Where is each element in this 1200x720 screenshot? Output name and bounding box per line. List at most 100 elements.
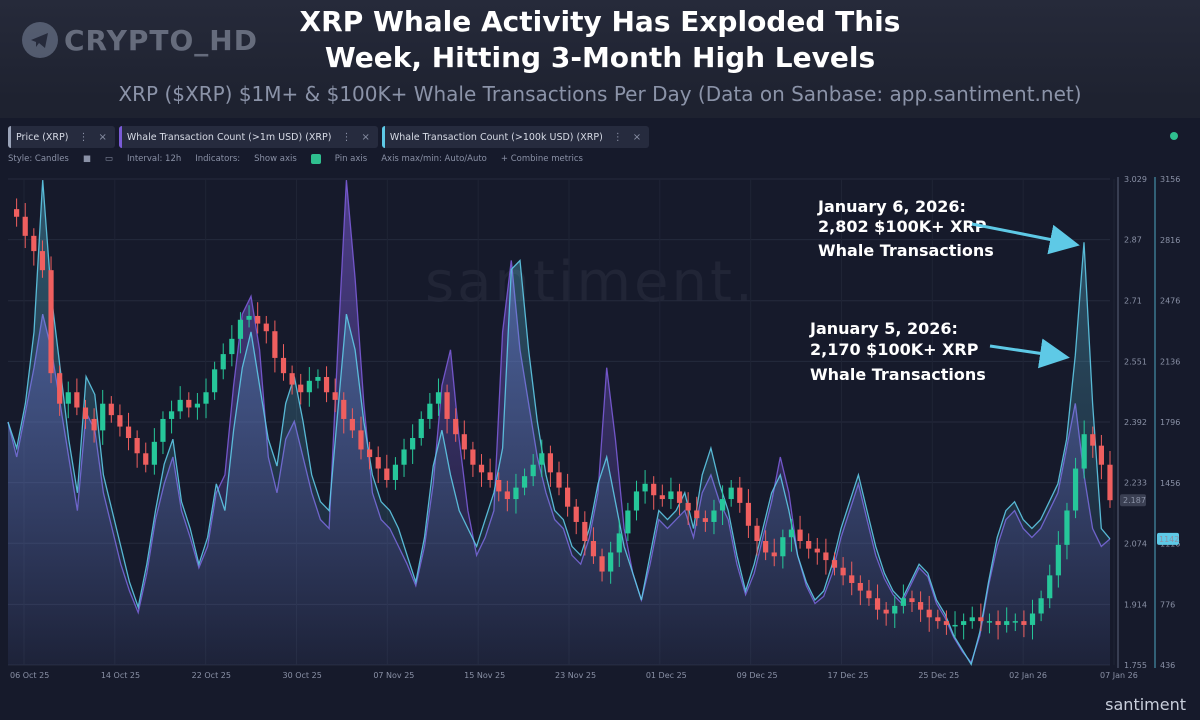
candle-body — [694, 510, 700, 519]
series-price-candles — [14, 198, 1113, 640]
candle-body — [255, 315, 261, 324]
more-icon[interactable]: ⋮ — [612, 131, 623, 143]
candle-body — [306, 380, 312, 393]
candle-body — [341, 399, 347, 419]
candle-body — [590, 541, 597, 557]
candle-body — [246, 315, 252, 320]
santiment-brand: santiment — [1105, 695, 1186, 714]
candle-body — [82, 407, 89, 419]
show-axis-checkbox[interactable] — [310, 154, 321, 164]
tab-price[interactable]: Price (XRP) ⋮ × — [8, 126, 115, 148]
candle-body — [969, 617, 975, 622]
tab-whale-1m[interactable]: Whale Transaction Count (>1m USD) (XRP) … — [118, 126, 378, 148]
candle-body — [435, 392, 442, 404]
candle-body — [573, 506, 579, 522]
more-icon[interactable]: ⋮ — [78, 131, 89, 143]
candle-body — [91, 418, 97, 431]
series-whale-100k — [7, 180, 1111, 666]
x-tick-label: 07 Jan 26 — [1100, 671, 1138, 680]
candle-body — [168, 411, 175, 419]
candle-body — [100, 403, 106, 431]
x-tick-label: 23 Nov 25 — [555, 671, 596, 680]
annotation-jan6-line1: January 6, 2026: — [817, 197, 966, 216]
candle-body — [194, 403, 201, 408]
color-square-icon[interactable]: ■ — [82, 154, 91, 164]
candle-body — [565, 487, 571, 507]
count-tick-label: 2136 — [1160, 357, 1180, 366]
x-tick-label: 30 Oct 25 — [283, 671, 322, 680]
close-icon[interactable]: × — [98, 131, 107, 143]
candle-body — [427, 403, 433, 419]
candle-body — [453, 418, 459, 435]
candle-body — [1055, 544, 1061, 576]
candle-body — [926, 609, 932, 618]
tab-whale-1m-label: Whale Transaction Count (>1m USD) (XRP) — [126, 131, 332, 143]
candle-body — [788, 529, 795, 538]
annotation-jan6-arrow — [971, 222, 1080, 255]
candle-body — [125, 426, 132, 439]
candle-body — [917, 602, 924, 610]
indicators-selector[interactable]: Indicators: — [195, 154, 241, 164]
candle-body — [418, 418, 424, 439]
close-icon[interactable]: × — [632, 131, 642, 143]
count-tick-label: 1796 — [1160, 418, 1180, 427]
price-tick-label: 2.233 — [1124, 479, 1147, 488]
x-tick-label: 01 Dec 25 — [646, 671, 687, 680]
combine-metrics-button[interactable]: + Combine metrics — [500, 154, 583, 164]
axis-maxmin-selector[interactable]: Axis max/min: Auto/Auto — [381, 154, 487, 164]
more-icon[interactable]: ⋮ — [341, 131, 352, 143]
interval-selector[interactable]: Interval: 12h — [126, 154, 182, 164]
candle-body — [134, 438, 140, 454]
page-subtitle: XRP ($XRP) $1M+ & $100K+ Whale Transacti… — [118, 82, 1082, 106]
candle-body — [711, 510, 717, 522]
candle-body — [823, 552, 829, 561]
candle-body — [685, 502, 691, 511]
candle-body — [866, 590, 872, 599]
annotation-jan6-line3: Whale Transactions — [818, 241, 994, 260]
x-tick-label: 25 Dec 25 — [918, 671, 959, 680]
candle-body — [513, 487, 519, 500]
annotation-jan6: January 6, 2026: 2,802 $100K+ XRP Whale … — [817, 197, 1080, 260]
candle-body — [547, 453, 553, 473]
candle-body — [504, 491, 510, 500]
candle-body — [900, 598, 906, 606]
candle-body — [65, 392, 71, 404]
candle-body — [151, 441, 157, 465]
x-tick-label: 06 Oct 25 — [10, 671, 49, 680]
x-tick-label: 17 Dec 25 — [828, 671, 869, 680]
candle-body — [831, 560, 838, 568]
count-tick-label: 776 — [1160, 600, 1175, 609]
candle-body — [1012, 621, 1018, 623]
x-tick-label: 14 Oct 25 — [101, 671, 140, 680]
candle-body — [608, 552, 614, 572]
page-title: XRP Whale Activity Has Exploded This Wee… — [230, 4, 970, 76]
candle-body — [642, 483, 648, 492]
candle-body — [39, 251, 46, 271]
count-current-label: 1142 — [1159, 535, 1179, 544]
style-selector[interactable]: Style: Candles — [8, 154, 69, 164]
status-indicator — [1170, 132, 1178, 140]
candle-body — [1081, 434, 1087, 469]
candle-body — [763, 541, 769, 553]
candle-body — [186, 399, 192, 408]
candle-body — [280, 357, 287, 374]
candle-body — [1021, 621, 1027, 625]
close-icon[interactable]: × — [361, 131, 370, 143]
candle-body — [143, 453, 149, 465]
tab-whale-100k[interactable]: Whale Transaction Count (>100k USD) (XRP… — [381, 126, 650, 148]
candle-body — [806, 541, 812, 549]
candle-body — [771, 552, 777, 557]
title-line-2: Week, Hitting 3-Month High Levels — [324, 41, 876, 74]
tab-whale-100k-color — [381, 126, 385, 148]
candle-body — [814, 548, 820, 553]
candle-body — [108, 403, 114, 416]
candle-body — [392, 464, 399, 480]
candle-body — [48, 270, 54, 374]
pin-axis-toggle[interactable]: Pin axis — [334, 154, 368, 164]
calendar-icon[interactable]: ▭ — [104, 154, 113, 164]
candle-body — [840, 567, 846, 576]
candle-body — [1098, 445, 1104, 465]
candle-body — [539, 453, 545, 465]
candle-body — [444, 392, 450, 419]
